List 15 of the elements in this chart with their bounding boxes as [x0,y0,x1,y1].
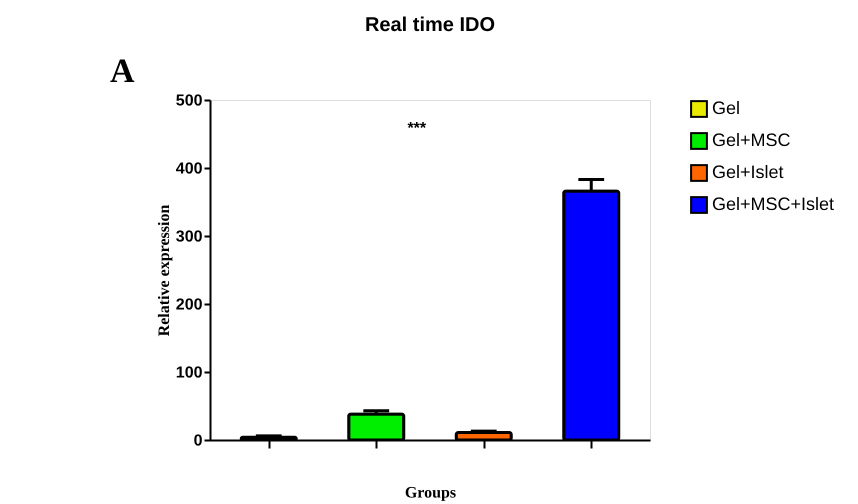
y-tick-label: 0 [194,432,203,450]
legend-label: Gel+MSC [712,130,791,150]
y-tick-label: 200 [176,296,203,314]
y-axis-title: Relative expression [156,204,173,336]
y-tick-label: 300 [176,228,203,246]
y-tick-label: 400 [176,160,203,178]
text: A [110,53,135,90]
legend-label: Gel+Islet [712,162,784,182]
x-axis-title: Groups [404,484,456,502]
annotation: *** [407,120,427,137]
chart-title: Real time IDO [364,14,496,36]
legend-label: Gel [712,98,740,118]
legend-label: Gel+MSC+Islet [712,194,834,214]
y-tick-label: 500 [176,92,203,110]
y-tick-label: 100 [176,364,203,382]
